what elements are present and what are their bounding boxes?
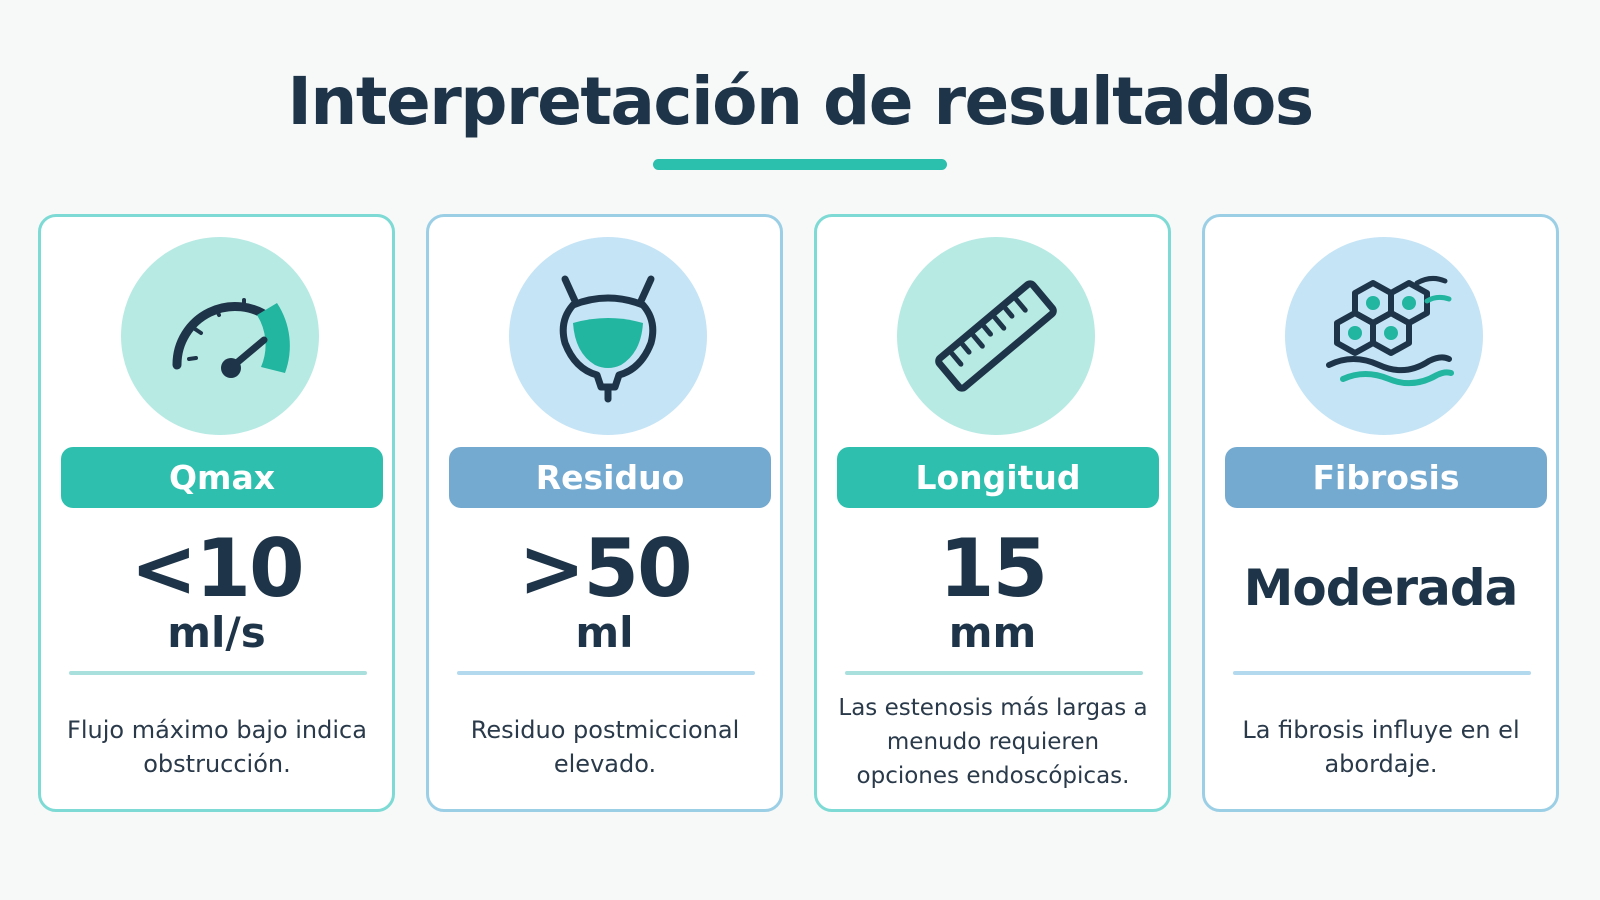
bladder-icon [509,237,707,435]
card-qmax: Qmax <10 ml/s Flujo máximo bajo indica o… [38,214,395,812]
page-title: Interpretación de resultados [287,63,1314,140]
tissue-cells-icon [1285,237,1483,435]
card-value: Moderada [1243,559,1519,617]
card-label: Fibrosis [1225,447,1547,508]
card-fibrosis: Fibrosis Moderada La fibrosis influye en… [1202,214,1559,812]
card-longitud: Longitud 15 mm Las estenosis más largas … [814,214,1171,812]
ruler-icon [897,237,1095,435]
card-description: Las estenosis más largas a menudo requie… [838,695,1148,789]
card-description: Residuo postmiccional elevado. [470,716,740,778]
card-unit: ml [575,608,634,657]
card-value: <10 [130,522,304,615]
card-value: >50 [518,522,692,615]
card-divider [457,671,755,675]
card-unit: ml/s [167,608,266,657]
title-underline [653,159,947,170]
card-unit: mm [948,608,1037,657]
card-label: Longitud [837,447,1159,508]
speedometer-icon [121,237,319,435]
card-description: Flujo máximo bajo indica obstrucción. [67,716,367,778]
card-label: Qmax [61,447,383,508]
card-divider [845,671,1143,675]
result-cards: Qmax <10 ml/s Flujo máximo bajo indica o… [38,214,1564,818]
card-divider [1233,671,1531,675]
card-description: La fibrosis influye en el abordaje. [1242,716,1520,778]
card-value: 15 [938,522,1048,615]
card-divider [69,671,367,675]
card-label: Residuo [449,447,771,508]
card-residuo: Residuo >50 ml Residuo postmiccional ele… [426,214,783,812]
